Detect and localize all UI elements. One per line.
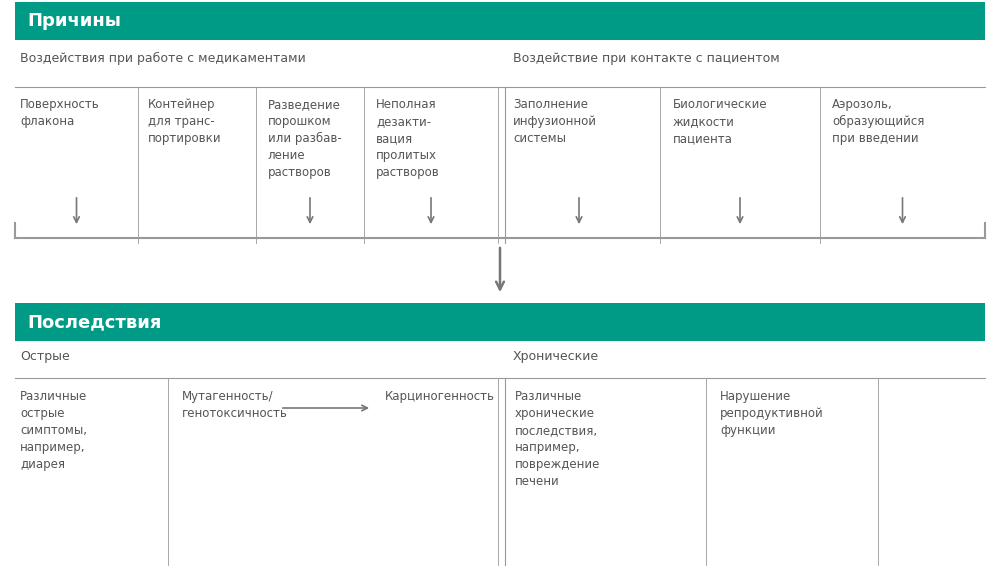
Text: Причины: Причины [27, 12, 121, 30]
Text: Карциногенность: Карциногенность [385, 390, 495, 403]
Text: Различные
хронические
последствия,
например,
повреждение
печени: Различные хронические последствия, напри… [515, 390, 600, 488]
Text: Хронические: Хронические [513, 350, 599, 363]
Text: Аэрозоль,
образующийся
при введении: Аэрозоль, образующийся при введении [832, 98, 924, 145]
Text: Биологические
жидкости
пациента: Биологические жидкости пациента [673, 98, 768, 145]
Text: Острые: Острые [20, 350, 70, 363]
Text: Контейнер
для транс-
портировки: Контейнер для транс- портировки [148, 98, 222, 145]
Text: Поверхность
флакона: Поверхность флакона [20, 98, 100, 128]
Text: Последствия: Последствия [27, 313, 161, 331]
Text: Мутагенность/
генотоксичность: Мутагенность/ генотоксичность [182, 390, 288, 420]
Text: Воздействия при работе с медикаментами: Воздействия при работе с медикаментами [20, 52, 306, 65]
Bar [15, 303, 985, 341]
Text: Различные
острые
симптомы,
например,
диарея: Различные острые симптомы, например, диа… [20, 390, 87, 471]
Text: Разведение
порошком
или разбав-
ление
растворов: Разведение порошком или разбав- ление ра… [268, 98, 342, 179]
Text: Неполная
дезакти-
вация
пролитых
растворов: Неполная дезакти- вация пролитых раствор… [376, 98, 440, 179]
Bar [15, 2, 985, 40]
Text: Нарушение
репродуктивной
функции: Нарушение репродуктивной функции [720, 390, 824, 437]
Text: Воздействие при контакте с пациентом: Воздействие при контакте с пациентом [513, 52, 780, 65]
Text: Заполнение
инфузионной
системы: Заполнение инфузионной системы [513, 98, 597, 145]
